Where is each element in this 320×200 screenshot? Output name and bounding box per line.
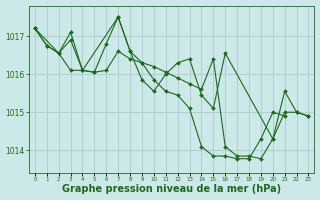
X-axis label: Graphe pression niveau de la mer (hPa): Graphe pression niveau de la mer (hPa): [62, 184, 281, 194]
